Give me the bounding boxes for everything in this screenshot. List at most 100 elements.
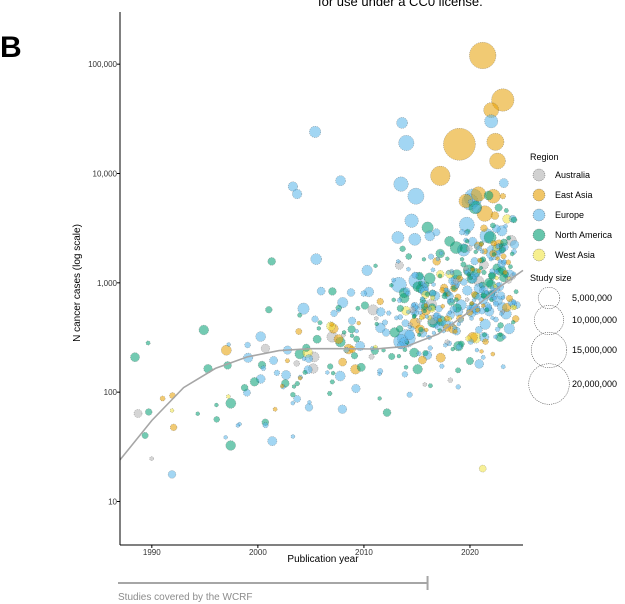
data-point (401, 371, 409, 378)
data-point (509, 239, 520, 250)
data-point (464, 238, 470, 244)
y-axis-label: N cancer cases (log scale) (72, 224, 83, 342)
data-point (497, 322, 504, 329)
data-point (416, 318, 422, 324)
data-point (439, 251, 444, 256)
data-point (449, 270, 455, 276)
data-point (488, 256, 494, 262)
data-point (374, 321, 379, 327)
data-point (408, 232, 422, 246)
data-point (469, 316, 474, 321)
data-point (213, 416, 220, 423)
data-point (393, 176, 409, 192)
data-point (351, 383, 361, 394)
data-point (267, 257, 276, 266)
data-point (377, 396, 382, 401)
data-point (489, 268, 495, 274)
data-point (411, 271, 419, 279)
data-point (405, 290, 411, 297)
data-point (466, 272, 472, 277)
data-point (423, 272, 436, 285)
legend-swatch (532, 208, 546, 222)
x-tick-label: 1990 (143, 548, 161, 557)
data-point (481, 269, 487, 276)
x-axis-ticks: 1990 2000 2010 2020 (143, 545, 479, 557)
data-point (214, 402, 219, 408)
data-point (444, 235, 455, 247)
data-point (281, 370, 291, 380)
data-point (280, 383, 285, 389)
data-point (481, 332, 487, 338)
data-point (470, 267, 475, 272)
data-point (418, 326, 424, 333)
data-point (442, 292, 448, 297)
data-point (404, 339, 409, 344)
data-point (459, 229, 466, 236)
data-point (260, 365, 267, 371)
data-point (420, 296, 425, 301)
data-point (396, 325, 404, 333)
data-point (474, 272, 480, 278)
data-point (490, 351, 496, 357)
wcrf-label: Studies covered by the WCRF (118, 592, 253, 603)
data-point (498, 178, 509, 188)
data-point (377, 371, 382, 377)
data-point (493, 316, 499, 323)
data-point (301, 356, 307, 362)
data-point (480, 292, 487, 299)
legend-swatch (532, 248, 546, 262)
data-point (255, 331, 266, 342)
data-points (130, 41, 521, 479)
data-point (483, 190, 494, 201)
legend-size-label: 20,000,000 (572, 379, 617, 389)
data-point (422, 283, 428, 289)
legend-region-label: North America (555, 230, 612, 240)
data-point (449, 305, 457, 313)
data-point (489, 222, 496, 229)
data-point (437, 273, 443, 279)
data-point (348, 316, 357, 325)
data-point (467, 199, 474, 205)
data-point (360, 301, 369, 310)
data-point (505, 259, 512, 266)
data-point (512, 305, 518, 310)
data-point (509, 251, 515, 257)
data-point (346, 288, 356, 297)
data-point (391, 277, 396, 283)
data-point (169, 408, 175, 413)
data-point (396, 353, 402, 359)
data-point (456, 321, 461, 327)
legend-size-title: Study size (530, 273, 572, 283)
data-point (291, 384, 297, 389)
data-point (302, 343, 311, 352)
data-point (479, 242, 484, 247)
data-point (330, 309, 338, 318)
data-point (466, 245, 473, 252)
data-point (290, 391, 296, 398)
data-point (427, 345, 433, 351)
data-point (486, 132, 505, 151)
y-tick-label: 10,000 (93, 169, 118, 178)
data-point (130, 352, 140, 362)
data-point (416, 351, 422, 357)
data-point (422, 350, 429, 357)
data-point (429, 289, 437, 297)
data-point (498, 243, 504, 248)
data-point (445, 256, 450, 261)
data-point (269, 356, 278, 365)
data-point (391, 231, 405, 244)
data-point (427, 253, 435, 260)
data-point (501, 334, 507, 340)
data-point (195, 411, 200, 416)
data-point (510, 216, 518, 224)
data-point (503, 223, 508, 229)
data-point (381, 319, 388, 326)
legend-size-circle (537, 286, 561, 310)
data-point (480, 224, 488, 232)
data-point (424, 291, 431, 297)
data-point (411, 314, 417, 319)
data-point (418, 355, 427, 365)
data-point (235, 423, 240, 428)
data-point (459, 257, 465, 262)
data-point (490, 240, 497, 247)
